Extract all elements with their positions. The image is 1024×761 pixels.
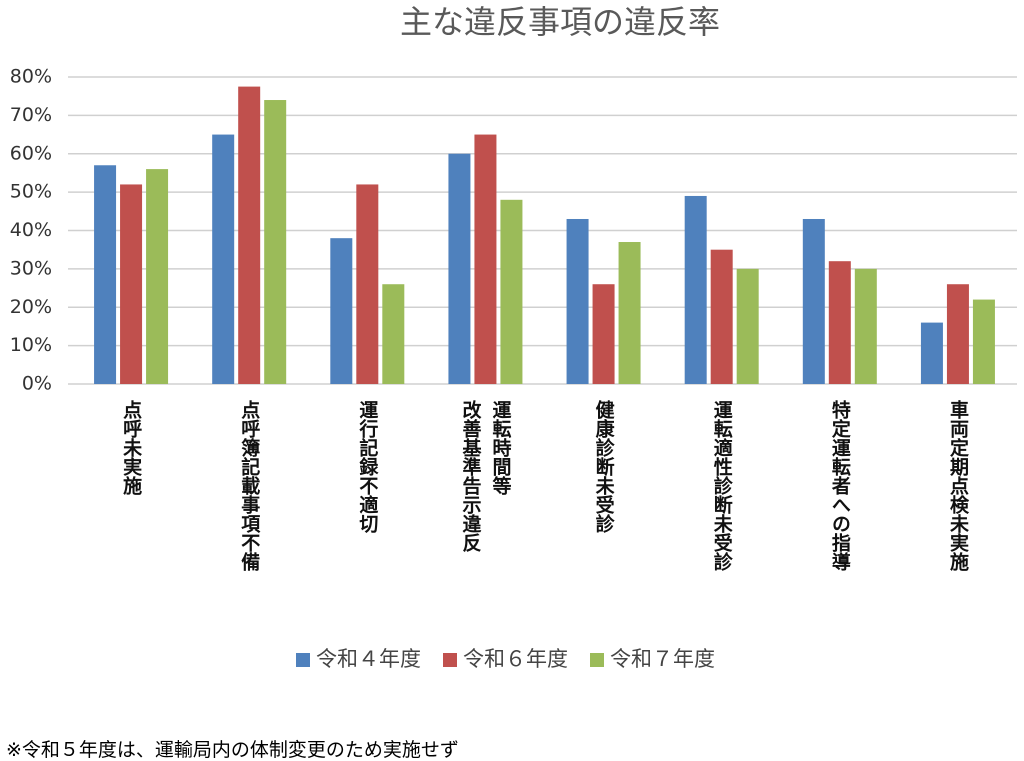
x-tick-label: 点呼簿記載事項不備 xyxy=(238,400,261,571)
bar xyxy=(854,268,877,384)
legend-label: 令和６年度 xyxy=(463,647,568,671)
bar xyxy=(972,299,995,384)
bar xyxy=(120,184,143,384)
bar xyxy=(920,322,943,384)
bar xyxy=(736,268,759,384)
bar xyxy=(592,284,615,384)
bar xyxy=(94,165,117,384)
bar xyxy=(802,218,825,384)
bar xyxy=(474,134,497,384)
legend-label: 令和７年度 xyxy=(610,647,715,671)
bar xyxy=(618,242,641,384)
y-tick-label: 0% xyxy=(22,373,52,395)
bar xyxy=(238,86,261,384)
bar xyxy=(828,261,851,384)
y-tick-label: 50% xyxy=(10,181,52,203)
footnote: ※令和５年度は、運輸局内の体制変更のため実施せず xyxy=(6,739,459,761)
y-tick-label: 30% xyxy=(10,257,52,279)
chart-title: 主な違反事項の違反率 xyxy=(400,3,720,41)
x-tick-label: 運行記録不適切 xyxy=(356,400,379,533)
legend-swatch xyxy=(590,653,604,667)
y-tick-label: 70% xyxy=(10,104,52,126)
legend-swatch xyxy=(296,653,310,667)
bar xyxy=(382,284,405,384)
y-tick-label: 60% xyxy=(10,142,52,164)
x-tick-label: 健康診断未受診 xyxy=(592,400,615,533)
bar xyxy=(710,249,733,384)
y-tick-label: 20% xyxy=(10,296,52,318)
x-tick-label: 点呼未実施 xyxy=(120,400,143,495)
y-tick-label: 80% xyxy=(10,66,52,88)
legend-swatch xyxy=(443,653,457,667)
x-tick-label: 運転時間等 改善基準告示違反 xyxy=(459,400,512,552)
x-tick-label: 運転適性診断未受診 xyxy=(710,400,733,571)
bar xyxy=(146,169,169,384)
bar xyxy=(448,153,471,384)
x-tick-label: 特定運転者への指導 xyxy=(828,400,851,571)
bar xyxy=(946,284,969,384)
bar xyxy=(264,100,287,385)
x-tick-label: 車両定期点検未実施 xyxy=(946,400,969,571)
y-tick-label: 10% xyxy=(10,334,52,356)
bar xyxy=(212,134,235,384)
bar xyxy=(566,218,589,384)
legend-label: 令和４年度 xyxy=(316,647,421,671)
y-tick-label: 40% xyxy=(10,219,52,241)
bar xyxy=(330,238,353,384)
bar xyxy=(500,199,523,384)
bar xyxy=(684,195,707,384)
bar xyxy=(356,184,379,384)
